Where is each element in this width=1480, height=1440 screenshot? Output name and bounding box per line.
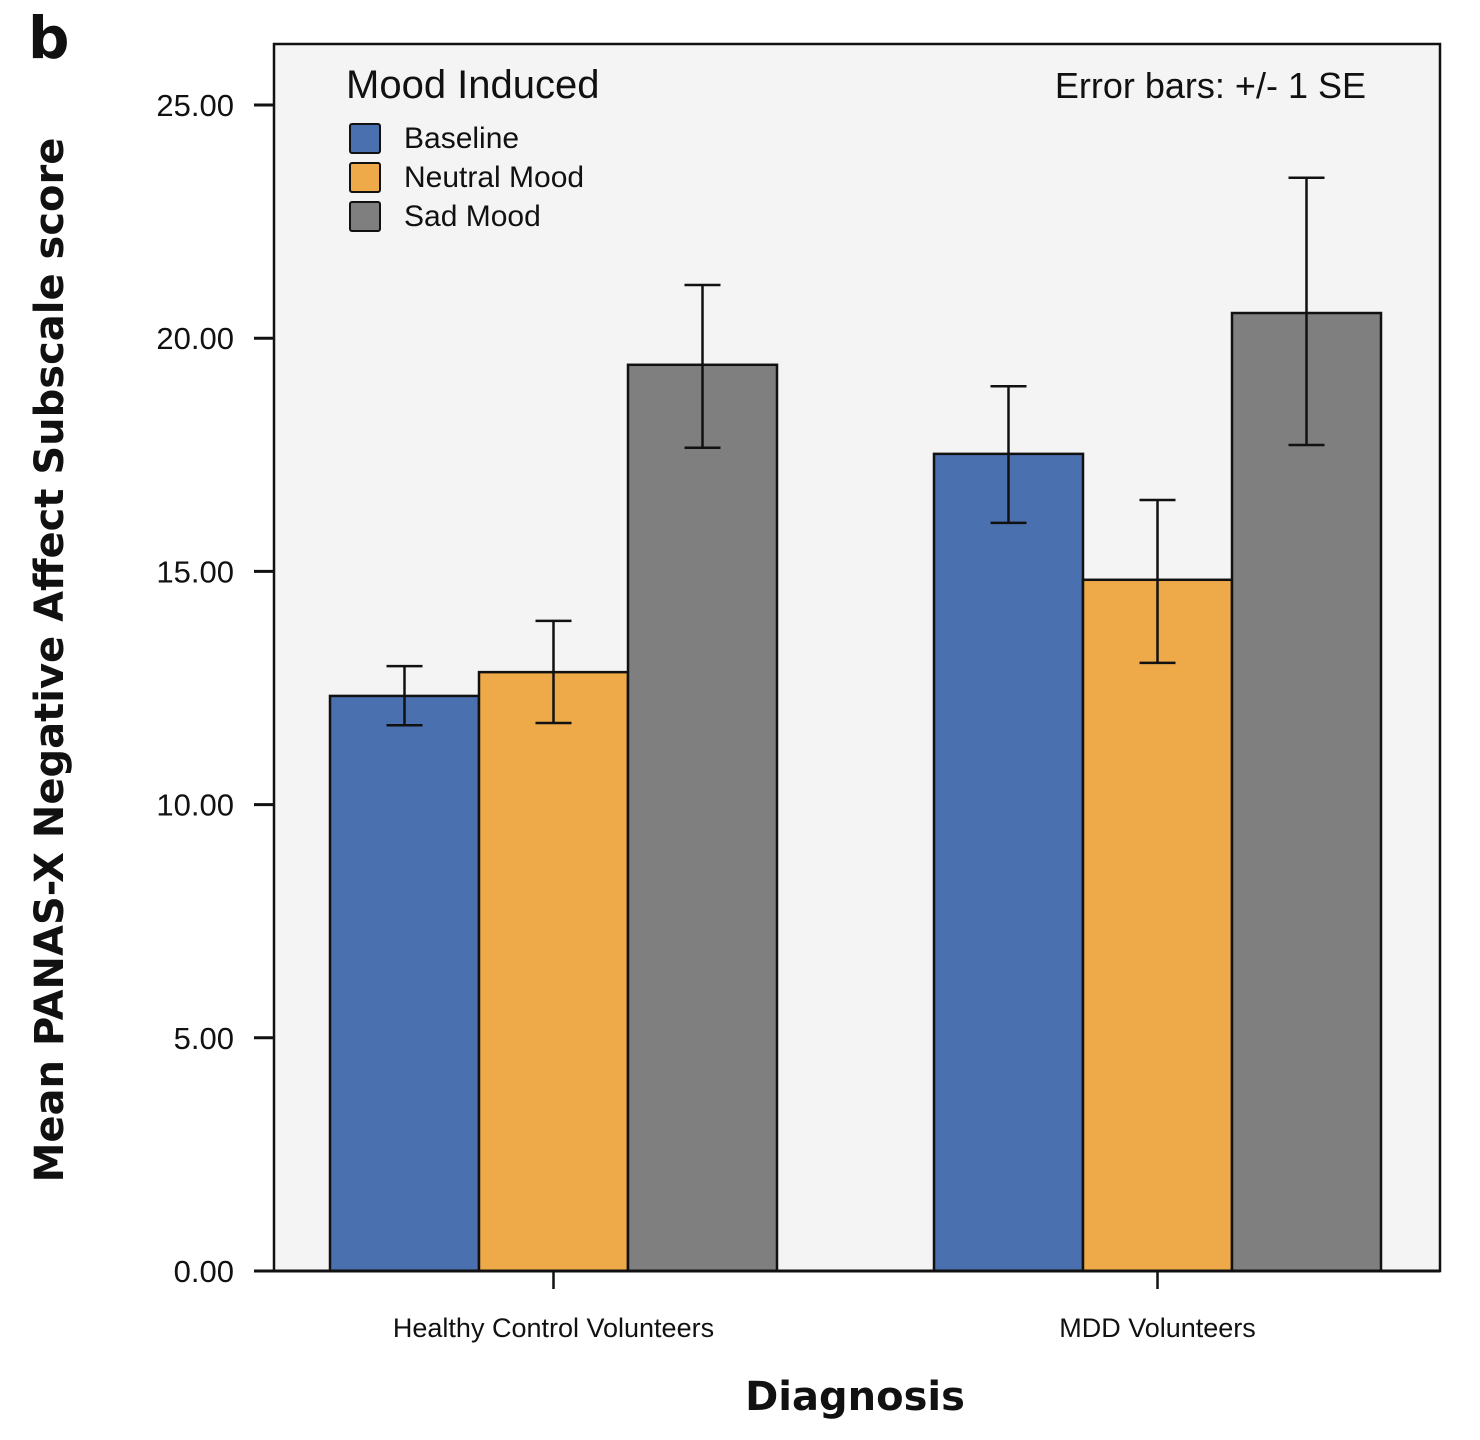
y-tick-label: 25.00 bbox=[156, 88, 234, 123]
legend-item-baseline: Baseline bbox=[349, 122, 519, 155]
y-axis-label: Mean PANAS-X Negative Affect Subscale sc… bbox=[27, 138, 73, 1183]
legend-title: Mood Induced bbox=[346, 63, 600, 107]
y-tick-label: 0.00 bbox=[174, 1254, 234, 1289]
legend-swatch bbox=[349, 162, 381, 193]
axes: Healthy Control Volunteers MDD Volunteers… bbox=[156, 88, 1440, 1343]
y-tick-label: 5.00 bbox=[174, 1021, 234, 1056]
legend-item-neutral-mood: Neutral Mood bbox=[349, 161, 584, 194]
legend-label: Baseline bbox=[404, 122, 519, 155]
y-tick-label: 10.00 bbox=[156, 788, 234, 823]
y-tick-label: 20.00 bbox=[156, 321, 234, 356]
error-bar-healthy-control-volunteers-neutral-mood bbox=[535, 619, 572, 725]
bar-healthy-control-volunteers-neutral-mood bbox=[477, 670, 630, 1273]
legend-item-sad-mood: Sad Mood bbox=[349, 200, 541, 233]
error-bar-healthy-control-volunteers-sad-mood bbox=[684, 283, 721, 450]
error-bar-mdd-volunteers-baseline bbox=[990, 384, 1027, 525]
bar-mdd-volunteers-neutral-mood bbox=[1081, 578, 1234, 1273]
legend-label: Sad Mood bbox=[404, 200, 541, 233]
error-bars-layer bbox=[386, 176, 1325, 727]
panel-label: b bbox=[28, 4, 70, 72]
bar-mdd-volunteers-baseline bbox=[932, 452, 1085, 1273]
legend-swatch bbox=[349, 201, 381, 232]
x-tick-label: Healthy Control Volunteers bbox=[393, 1313, 714, 1343]
error-bar-mdd-volunteers-sad-mood bbox=[1288, 176, 1325, 447]
bars-layer bbox=[328, 311, 1383, 1273]
error-bar-annotation: Error bars: +/- 1 SE bbox=[1055, 65, 1366, 106]
bar-mdd-volunteers-sad-mood bbox=[1230, 311, 1383, 1273]
x-tick-label: MDD Volunteers bbox=[1059, 1313, 1256, 1343]
legend-swatch bbox=[349, 123, 381, 154]
bar-healthy-control-volunteers-sad-mood bbox=[626, 363, 779, 1273]
legend-label: Neutral Mood bbox=[404, 161, 584, 194]
legend: Mood Induced Baseline Neutral Mood Sad Mood bbox=[346, 63, 600, 233]
bar-healthy-control-volunteers-baseline bbox=[328, 694, 481, 1273]
error-bar-healthy-control-volunteers-baseline bbox=[386, 664, 423, 727]
y-tick-label: 15.00 bbox=[156, 554, 234, 589]
error-bar-mdd-volunteers-neutral-mood bbox=[1139, 498, 1176, 665]
x-axis-label: Diagnosis bbox=[745, 1374, 965, 1420]
